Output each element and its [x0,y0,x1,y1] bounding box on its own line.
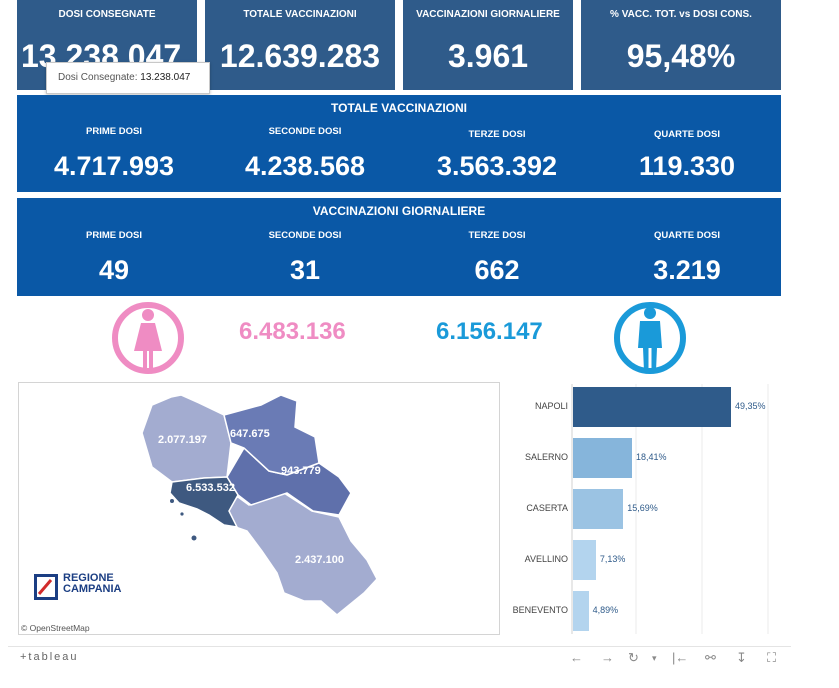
totale-quarte-dosi[interactable]: QUARTE DOSI 119.330 [592,129,782,182]
giornaliere-prime-dosi[interactable]: PRIME DOSI 49 [19,230,209,286]
kpi-value: 95,48% [626,38,736,74]
bar-caserta[interactable] [573,489,624,529]
col-value: 31 [289,255,321,285]
kpi-vaccinazioni-giornaliere[interactable]: VACCINAZIONI GIORNALIERE 3.961 [403,0,573,90]
tooltip-label: Dosi Consegnate: [58,72,138,83]
bar-salerno[interactable] [573,438,632,478]
col-label: SECONDE DOSI [268,230,342,241]
benevento-value: 647.675 [230,428,270,440]
bar-value-label: 4,89% [592,605,619,615]
panel-title: VACCINAZIONI GIORNALIERE [312,204,486,218]
salerno-value: 2.437.100 [295,554,344,566]
bar-category-label: SALERNO [524,452,568,462]
map-attribution[interactable]: © OpenStreetMap [21,623,90,633]
col-value: 3.219 [653,255,721,285]
male-count[interactable]: 6.156.147 [436,318,543,345]
female-count[interactable]: 6.483.136 [239,318,346,345]
col-value: 49 [98,255,130,285]
revert-dropdown-icon[interactable]: ▾ [652,653,657,663]
bar-avellino[interactable] [573,540,596,580]
col-label: SECONDE DOSI [268,126,342,137]
bar-napoli[interactable] [573,387,731,427]
kpi-label: DOSI CONSEGNATE [58,9,156,20]
col-label: TERZE DOSI [468,230,526,241]
tableau-logo[interactable]: +tableau [20,651,79,663]
totale-terze-dosi[interactable]: TERZE DOSI 3.563.392 [402,129,592,182]
col-value: 4.717.993 [53,151,175,181]
tableau-toolbar: +tableau ← → ↻ ▾ |← ⚯ ↧ ⛶ [8,646,791,669]
col-value: 119.330 [638,151,736,181]
col-value: 4.238.568 [244,151,366,181]
col-label: QUARTE DOSI [654,129,720,140]
avellino-value: 943.779 [281,465,321,477]
revert-icon[interactable]: ↻ [628,650,639,665]
col-label: PRIME DOSI [86,230,142,241]
map-provinces [141,394,378,616]
kpi-label: TOTALE VACCINAZIONI [243,9,357,20]
reset-icon[interactable]: |← [672,650,689,665]
female-icon [112,302,184,374]
download-icon[interactable]: ↧ [736,650,747,665]
tooltip-value: 13.238.047 [140,72,191,83]
totale-prime-dosi[interactable]: PRIME DOSI 4.717.993 [19,126,209,182]
male-icon [614,302,686,374]
panel-title: TOTALE VACCINAZIONI [331,101,467,115]
campania-map[interactable]: 2.077.197 647.675 943.779 6.533.532 2.43… [18,382,500,635]
regione-campania-logo-icon [34,574,58,600]
bar-category-label: BENEVENTO [512,605,568,615]
totale-seconde-dosi[interactable]: SECONDE DOSI 4.238.568 [210,126,400,182]
bar-category-label: AVELLINO [524,554,568,564]
kpi-label: % VACC. TOT. vs DOSI CONS. [610,9,752,20]
province-caserta [141,394,232,483]
giornaliere-terze-dosi[interactable]: TERZE DOSI 662 [402,230,592,286]
kpi-totale-vaccinazioni[interactable]: TOTALE VACCINAZIONI 12.639.283 [205,0,395,90]
kpi-value: 12.639.283 [219,38,381,74]
fullscreen-icon[interactable]: ⛶ [767,650,777,665]
kpi-label: VACCINAZIONI GIORNALIERE [416,9,560,20]
tooltip: Dosi Consegnate: 13.238.047 [46,62,210,94]
kpi-percent-vaccinated[interactable]: % VACC. TOT. vs DOSI CONS. 95,48% [581,0,781,90]
col-label: QUARTE DOSI [654,230,720,241]
province-napoli [169,476,239,528]
share-icon[interactable]: ⚯ [705,650,716,665]
kpi-value: 3.961 [447,38,529,74]
regione-campania-logo-text: REGIONE CAMPANIA [63,572,122,595]
caserta-value: 2.077.197 [158,434,207,446]
vaccinazioni-giornaliere-panel: VACCINAZIONI GIORNALIERE PRIME DOSI 49 S… [17,198,781,296]
totale-vaccinazioni-panel: TOTALE VACCINAZIONI PRIME DOSI 4.717.993… [17,95,781,192]
undo-icon[interactable]: ← [570,650,583,665]
giornaliere-seconde-dosi[interactable]: SECONDE DOSI 31 [210,230,400,286]
napoli-value: 6.533.532 [186,482,235,494]
col-value: 662 [474,255,520,285]
col-value: 3.563.392 [436,151,558,181]
province-benevento [223,394,320,476]
col-label: PRIME DOSI [86,126,142,137]
bar-category-label: CASERTA [526,503,568,513]
bar-value-label: 7,13% [599,554,626,564]
giornaliere-quarte-dosi[interactable]: QUARTE DOSI 3.219 [592,230,782,286]
bar-value-label: 18,41% [635,452,667,462]
bar-benevento[interactable] [573,591,589,631]
col-label: TERZE DOSI [468,129,526,140]
bar-value-label: 15,69% [627,503,658,513]
bar-category-label: NAPOLI [534,401,568,411]
redo-icon[interactable]: → [601,650,614,665]
bar-value-label: 49,35% [735,401,766,411]
